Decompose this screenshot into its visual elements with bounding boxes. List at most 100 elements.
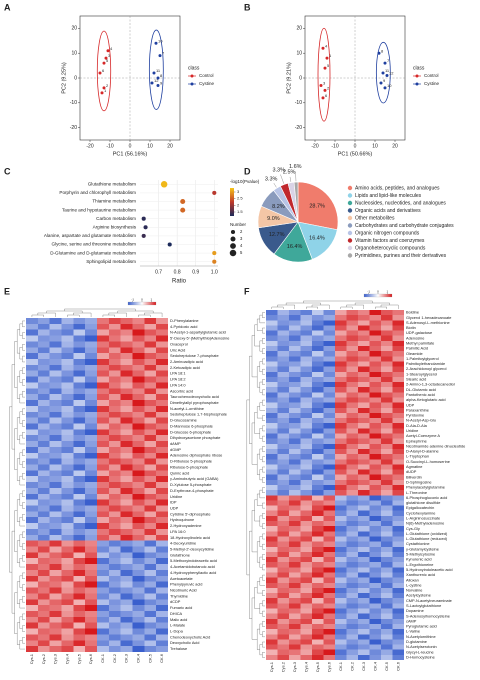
heatmap-cell xyxy=(346,454,359,460)
point xyxy=(154,41,158,45)
heatmap-cell xyxy=(156,417,169,424)
heatmap-cell xyxy=(97,411,109,418)
heatmap-cell xyxy=(144,323,157,330)
heatmap-cell xyxy=(37,382,50,389)
heatmap-cell xyxy=(266,490,278,496)
heatmap-cell xyxy=(85,394,98,401)
heatmap-cell xyxy=(108,593,121,600)
heatmap-cell xyxy=(266,505,278,511)
heatmap-cell xyxy=(132,476,145,483)
confidence-ellipse xyxy=(148,29,164,110)
heatmap-cell xyxy=(120,464,133,471)
bubble xyxy=(212,259,217,264)
point-label: 12 xyxy=(389,71,394,76)
heatmap-cell xyxy=(73,558,86,565)
heatmap-cell xyxy=(381,407,393,413)
size-legend-label: 4 xyxy=(240,243,243,248)
heatmap-cell xyxy=(49,464,62,471)
row-label: D-Glucose 6-phosphate xyxy=(170,429,211,434)
row-label: N(6)-Methyladenosine xyxy=(406,521,444,526)
heatmap-cell xyxy=(97,400,109,406)
heatmap-cell xyxy=(61,359,74,365)
heatmap-cell xyxy=(61,435,74,442)
heatmap-cell xyxy=(369,454,382,460)
row-label: S-Adenosylhomocysteine xyxy=(406,613,450,618)
heatmap-cell xyxy=(312,541,324,547)
heatmap-cell xyxy=(392,315,405,321)
heatmap-cell xyxy=(85,634,98,641)
heatmap-cell xyxy=(97,523,109,529)
heatmap-cell xyxy=(108,323,121,330)
heatmap-cell xyxy=(392,438,405,444)
heatmap-cell xyxy=(369,485,382,491)
heatmap-cell xyxy=(26,376,38,383)
heatmap-cell xyxy=(73,411,86,418)
heatmap-cell xyxy=(120,441,133,447)
point xyxy=(152,71,156,75)
heatmap-cell xyxy=(132,493,145,500)
heatmap-cell xyxy=(97,628,109,635)
heatmap-cell xyxy=(277,526,290,532)
point xyxy=(156,76,160,80)
heatmap-cell xyxy=(335,567,347,573)
heatmap-cell xyxy=(266,330,278,336)
legend-label: Organic nitrogen compounds xyxy=(355,230,420,236)
heatmap-cell xyxy=(312,320,324,326)
x-tick-label: 20 xyxy=(392,143,398,149)
row-label: L-Glutathione (reduced) xyxy=(406,536,448,541)
heatmap-cell xyxy=(392,654,405,661)
heatmap-cell xyxy=(346,608,359,614)
bubble xyxy=(180,198,186,205)
heatmap-cell xyxy=(381,315,393,321)
heatmap-cell xyxy=(49,569,62,576)
row-label: Stearic acid xyxy=(406,377,426,382)
colorbar-tick-label: 0 xyxy=(141,297,143,301)
heatmap-cell xyxy=(369,382,382,388)
heatmap-cell xyxy=(312,335,324,341)
heatmap-cell xyxy=(85,575,98,582)
heatmap-cell xyxy=(369,495,382,501)
heatmap-cell xyxy=(381,505,393,511)
heatmap-cell xyxy=(61,341,74,348)
panel-label: D xyxy=(244,166,251,176)
row-label: Norvaline xyxy=(406,588,422,593)
colorbar-tick-label: 2.5 xyxy=(237,196,243,201)
heatmap-cell xyxy=(37,411,50,418)
row-label: Xanthurenic acid xyxy=(406,572,435,577)
heatmap-cell xyxy=(300,448,313,455)
heatmap-cell xyxy=(335,469,347,475)
heatmap-cell xyxy=(358,593,370,599)
heatmap-cell xyxy=(358,330,370,336)
heatmap-cell xyxy=(335,464,347,470)
heatmap-cell xyxy=(323,392,336,398)
heatmap-cell xyxy=(144,605,157,612)
point-label: 1 xyxy=(104,88,107,93)
heatmap-cell xyxy=(97,458,109,465)
heatmap-cell xyxy=(97,487,109,494)
heatmap-cell xyxy=(358,613,370,619)
heatmap-cell xyxy=(144,470,157,477)
heatmap-cell xyxy=(277,402,290,408)
heatmap-cell xyxy=(120,405,133,412)
heatmap-cell xyxy=(358,310,370,316)
heatmap-cell xyxy=(266,572,278,578)
heatmap-cell xyxy=(369,412,382,419)
heatmap-cell xyxy=(392,418,405,424)
column-label: Cys.1 xyxy=(29,653,34,664)
heatmap-cell xyxy=(312,423,324,429)
heatmap-cell xyxy=(335,613,347,619)
heatmap-cell xyxy=(266,310,278,316)
y-tick-label: -10 xyxy=(70,100,77,106)
heatmap-cell xyxy=(335,587,347,594)
heatmap-cell xyxy=(61,318,74,324)
heatmap-cell xyxy=(300,433,313,439)
heatmap-cell xyxy=(335,412,347,419)
heatmap-cell xyxy=(346,541,359,547)
heatmap-cell xyxy=(85,353,98,360)
heatmap-cell xyxy=(156,622,169,629)
heatmap-cell xyxy=(358,397,370,403)
point-label: 8 xyxy=(160,73,163,78)
heatmap-cell xyxy=(277,521,290,527)
heatmap-cell xyxy=(312,490,324,496)
heatmap-cell xyxy=(312,474,324,480)
